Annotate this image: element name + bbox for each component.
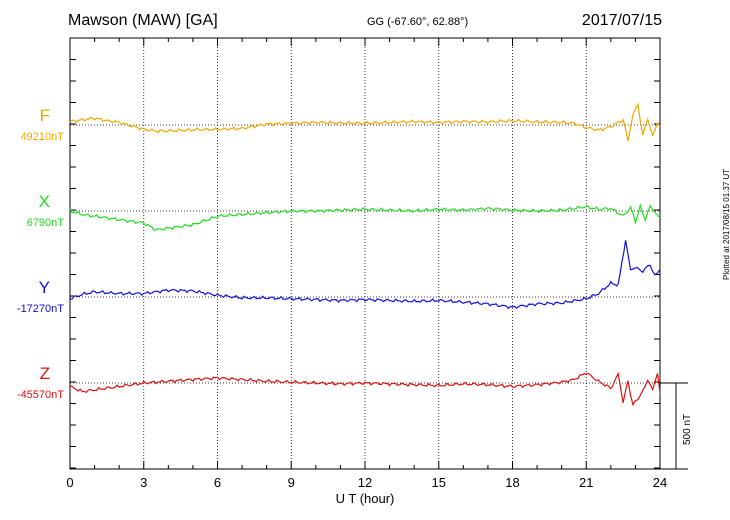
series-z-line — [69, 371, 661, 407]
channel-y-baseline: -17270nT — [16, 303, 64, 315]
x-tick-label: 18 — [505, 475, 519, 490]
x-tick-label: 24 — [653, 475, 667, 490]
scale-bar-label: 500 nT — [682, 413, 693, 445]
series-y-line — [69, 240, 661, 310]
x-tick-label: 6 — [214, 475, 221, 490]
station-title: Mawson (MAW) [GA] — [68, 12, 218, 29]
channel-y-name: Y — [38, 278, 50, 297]
channel-f-baseline: 49210nT — [20, 131, 64, 143]
series-f-line — [69, 102, 661, 142]
x-tick-label: 3 — [140, 475, 147, 490]
x-tick-label: 12 — [358, 475, 372, 490]
x-tick-label: 0 — [66, 475, 73, 490]
tick-labels: 0 3 6 9 12 15 18 21 24 U T (hour) — [66, 475, 667, 506]
plot-date: 2017/07/15 — [581, 12, 662, 29]
channel-z-baseline: -45570nT — [16, 389, 64, 401]
series-lines — [69, 102, 661, 407]
scale-bar — [660, 382, 688, 470]
geo-coordinates: GG (-67.60°, 62.88°) — [367, 16, 469, 28]
x-tick-label: 9 — [288, 475, 295, 490]
channel-z-name: Z — [39, 364, 50, 383]
x-tick-label: 21 — [579, 475, 593, 490]
channel-f-name: F — [39, 106, 50, 125]
x-axis-label: U T (hour) — [336, 491, 395, 506]
channel-x-baseline: 6790nT — [26, 217, 64, 229]
channel-x-name: X — [38, 192, 50, 211]
x-tick-label: 15 — [432, 475, 446, 490]
grid-lines — [70, 38, 660, 469]
plotted-at-note: Plotted at 2017/08/15 01:37 UT — [722, 168, 730, 280]
series-x-line — [69, 202, 661, 232]
